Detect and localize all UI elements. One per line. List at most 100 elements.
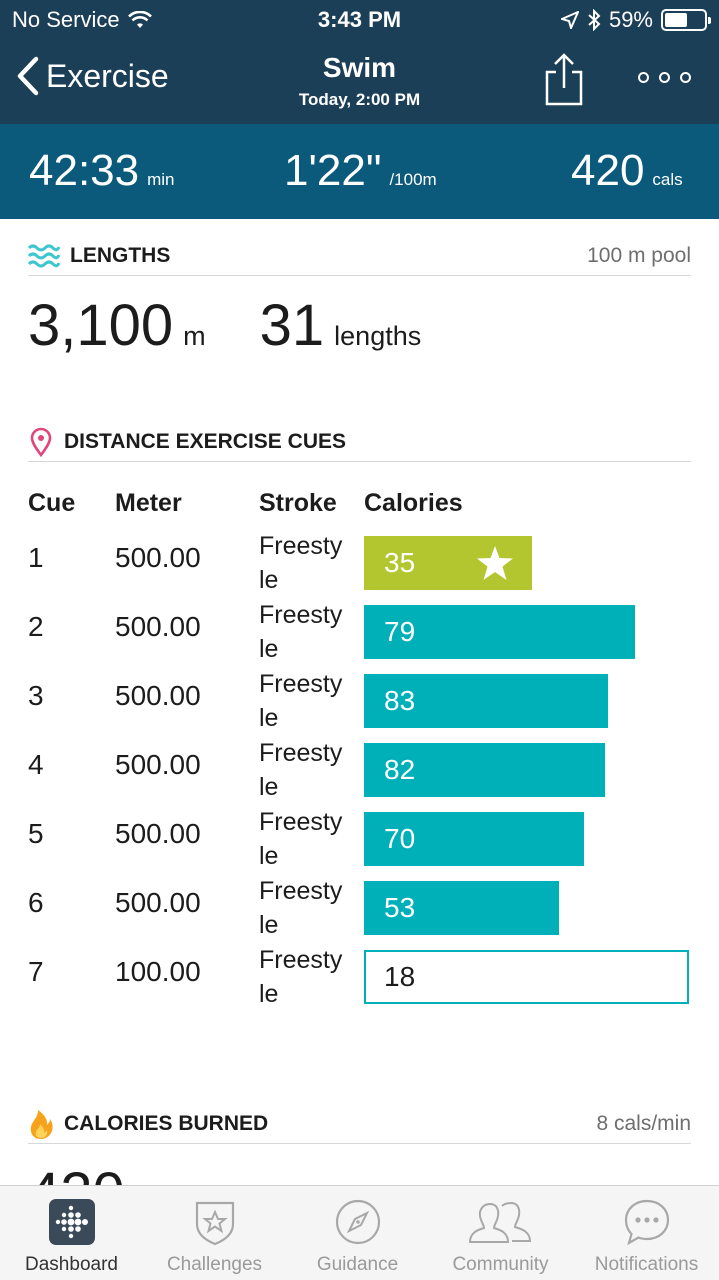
back-label: Exercise bbox=[46, 57, 169, 94]
cue-stroke: Freestyle bbox=[259, 670, 343, 732]
duration-value: 42:33 bbox=[29, 146, 140, 195]
cue-meters: 500.00 bbox=[115, 887, 201, 918]
dashboard-icon bbox=[48, 1199, 95, 1245]
calorie-bar: 18 bbox=[364, 950, 689, 1004]
column-header-stroke: Stroke bbox=[259, 489, 337, 517]
pace-stat: 1'22" /100m bbox=[284, 146, 437, 196]
battery-percent: 59% bbox=[608, 7, 653, 32]
nav-bar: Exercise Swim Today, 2:00 PM bbox=[0, 44, 719, 124]
status-time: 3:43 PM bbox=[317, 7, 402, 32]
back-button[interactable]: Exercise bbox=[16, 56, 169, 96]
more-dot-icon bbox=[659, 72, 670, 83]
cue-stroke: Freestyle bbox=[259, 946, 343, 1008]
calories-value: 420 bbox=[571, 146, 645, 195]
column-header-calories: Calories bbox=[364, 489, 463, 517]
tab-bar: Dashboard Challenges Guidance Community … bbox=[0, 1185, 719, 1280]
community-icon bbox=[468, 1201, 531, 1243]
cue-stroke: Freestyle bbox=[259, 877, 343, 939]
tab-notifications[interactable]: Notifications bbox=[575, 1186, 718, 1280]
location-pin-icon bbox=[30, 427, 52, 457]
calories-stat: 420 cals bbox=[571, 146, 683, 196]
section-title: DISTANCE EXERCISE CUES bbox=[64, 429, 346, 453]
calorie-bar: 79 bbox=[364, 605, 635, 659]
lengths-unit: lengths bbox=[334, 321, 422, 351]
distance-unit: m bbox=[183, 321, 206, 351]
tab-label: Community bbox=[452, 1254, 549, 1275]
tab-dashboard[interactable]: Dashboard bbox=[0, 1186, 143, 1280]
calorie-value: 70 bbox=[384, 823, 416, 854]
cue-number: 7 bbox=[28, 956, 44, 987]
battery-icon bbox=[661, 9, 711, 31]
calorie-bar: 82 bbox=[364, 743, 605, 797]
table-row: 2 500.00 Freestyle 79 bbox=[0, 601, 719, 670]
calories-burned-header: CALORIES BURNED 8 cals/min bbox=[28, 1104, 691, 1144]
carrier-label: No Service bbox=[12, 7, 120, 32]
page-subtitle: Today, 2:00 PM bbox=[298, 90, 421, 109]
more-options-button[interactable] bbox=[638, 72, 691, 83]
calorie-value: 18 bbox=[384, 961, 416, 992]
more-dot-icon bbox=[638, 72, 649, 83]
table-row: 1 500.00 Freestyle 35 bbox=[0, 532, 719, 601]
tab-label: Guidance bbox=[316, 1254, 399, 1275]
calorie-bar: 53 bbox=[364, 881, 559, 935]
calorie-value: 82 bbox=[384, 754, 416, 785]
chevron-left-icon bbox=[17, 56, 39, 96]
location-arrow-icon bbox=[560, 11, 579, 29]
star-icon bbox=[477, 546, 513, 580]
section-title: LENGTHS bbox=[70, 243, 171, 267]
calorie-bar: 35 bbox=[364, 536, 532, 590]
cue-meters: 500.00 bbox=[115, 749, 201, 780]
column-header-cue: Cue bbox=[28, 489, 76, 517]
cue-meters: 100.00 bbox=[115, 956, 201, 987]
cue-meters: 500.00 bbox=[115, 611, 201, 642]
calorie-value: 35 bbox=[384, 547, 416, 578]
app-header: No Service 3:43 PM 59% Exercise bbox=[0, 0, 719, 124]
cue-number: 2 bbox=[28, 611, 44, 642]
cue-meters: 500.00 bbox=[115, 818, 201, 849]
calorie-value: 79 bbox=[384, 616, 416, 647]
flame-icon bbox=[30, 1109, 53, 1139]
pace-unit: /100m bbox=[389, 170, 437, 189]
table-row: 3 500.00 Freestyle 83 bbox=[0, 670, 719, 739]
tab-guidance[interactable]: Guidance bbox=[286, 1186, 429, 1280]
tab-label: Challenges bbox=[166, 1254, 263, 1275]
pace-value: 1'22" bbox=[284, 146, 382, 195]
section-title: CALORIES BURNED bbox=[64, 1111, 269, 1135]
share-button[interactable] bbox=[544, 52, 584, 111]
cues-header: DISTANCE EXERCISE CUES bbox=[28, 422, 691, 462]
tab-label: Notifications bbox=[594, 1254, 699, 1275]
distance-value: 3,100 bbox=[28, 293, 174, 358]
table-row: 5 500.00 Freestyle 70 bbox=[0, 808, 719, 877]
calorie-rate: 8 cals/min bbox=[596, 1111, 691, 1135]
cue-stroke: Freestyle bbox=[259, 532, 343, 594]
cue-stroke: Freestyle bbox=[259, 808, 343, 870]
share-icon bbox=[545, 53, 583, 106]
table-row: 4 500.00 Freestyle 82 bbox=[0, 739, 719, 808]
status-bar: No Service 3:43 PM 59% bbox=[0, 0, 719, 40]
calorie-value: 83 bbox=[384, 685, 416, 716]
calorie-value: 53 bbox=[384, 892, 416, 923]
tab-challenges[interactable]: Challenges bbox=[143, 1186, 286, 1280]
waves-icon bbox=[28, 244, 60, 267]
challenges-icon bbox=[195, 1201, 234, 1246]
cue-stroke: Freestyle bbox=[259, 601, 343, 663]
duration-unit: min bbox=[147, 170, 175, 189]
bluetooth-icon bbox=[588, 9, 601, 31]
tab-label: Dashboard bbox=[25, 1254, 118, 1275]
table-row: 7 100.00 Freestyle 18 bbox=[0, 946, 719, 1015]
cue-number: 4 bbox=[28, 749, 44, 780]
status-left: No Service bbox=[12, 7, 152, 33]
calorie-bar: 70 bbox=[364, 812, 584, 866]
cue-number: 6 bbox=[28, 887, 44, 918]
status-right: 59% bbox=[560, 7, 711, 33]
summary-stats: 42:33 min 1'22" /100m 420 cals bbox=[0, 124, 719, 219]
cue-meters: 500.00 bbox=[115, 680, 201, 711]
guidance-icon bbox=[335, 1199, 380, 1245]
tab-community[interactable]: Community bbox=[429, 1186, 572, 1280]
duration-stat: 42:33 min bbox=[29, 146, 175, 196]
lengths-header: LENGTHS 100 m pool bbox=[28, 236, 691, 276]
pool-size: 100 m pool bbox=[587, 243, 691, 267]
lengths-summary: 3,100 m 31 lengths bbox=[28, 292, 421, 359]
table-row: 6 500.00 Freestyle 53 bbox=[0, 877, 719, 946]
cue-meters: 500.00 bbox=[115, 542, 201, 573]
